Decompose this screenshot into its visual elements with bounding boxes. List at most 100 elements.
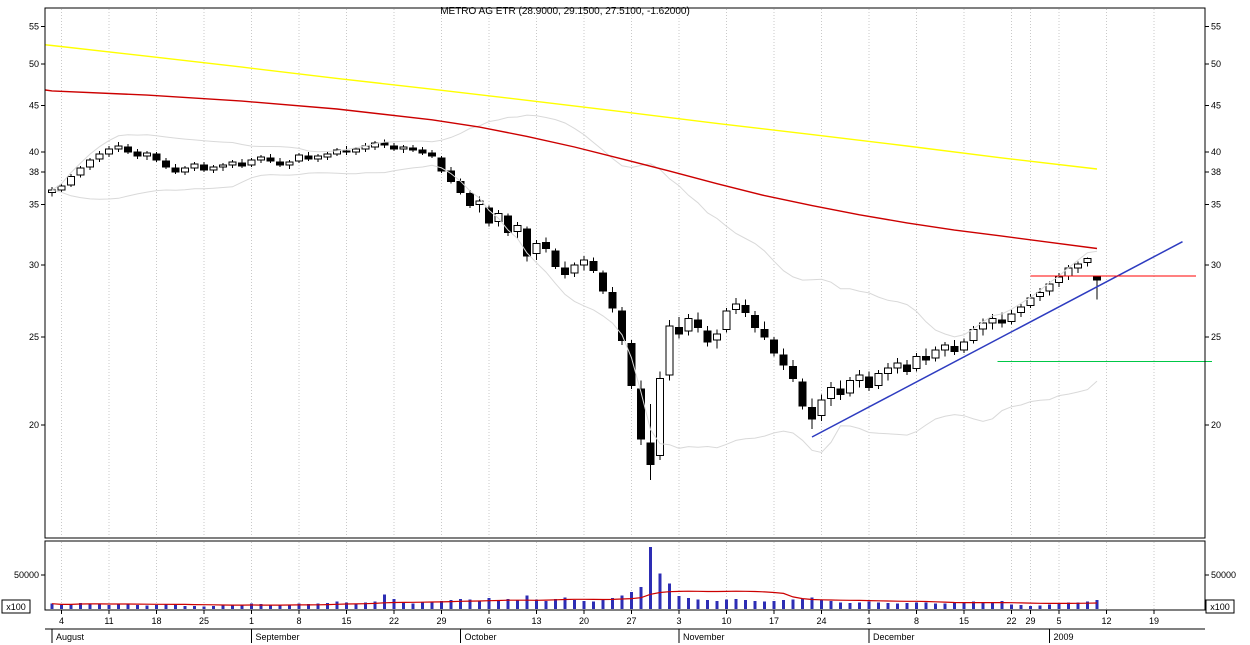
volume-bar xyxy=(345,602,348,609)
candle-up xyxy=(114,145,123,150)
candle-down xyxy=(789,366,797,380)
week-label: 24 xyxy=(816,616,826,626)
candle-down xyxy=(618,310,626,341)
volume-bar xyxy=(88,603,92,609)
volume-bar xyxy=(430,602,434,609)
volume-bar xyxy=(297,603,301,609)
week-label: 12 xyxy=(1101,616,1111,626)
volume-bar xyxy=(573,600,576,609)
volume-bar xyxy=(829,600,833,609)
week-label: 22 xyxy=(1006,616,1016,626)
scale-multiplier-left: x100 xyxy=(6,602,26,612)
ma-long-line[interactable] xyxy=(45,44,1098,170)
volume-bar xyxy=(231,605,234,609)
price-axis-label: 55 xyxy=(1211,21,1221,31)
volume-bar xyxy=(50,603,54,609)
volume-bar xyxy=(440,600,443,609)
volume-bar xyxy=(164,604,168,609)
volume-axis-label-left: 50000 xyxy=(14,570,39,580)
candle-down xyxy=(760,328,769,338)
volume-bar xyxy=(791,599,795,609)
candle-up xyxy=(817,399,826,416)
volume-bar xyxy=(582,600,586,609)
volume-bar xyxy=(810,597,814,609)
week-label: 13 xyxy=(531,616,541,626)
volume-bar xyxy=(1048,604,1051,609)
month-label: August xyxy=(56,632,85,642)
volume-pane xyxy=(50,547,1099,610)
volume-bar xyxy=(136,605,139,609)
volume-bar xyxy=(183,605,187,609)
volume-bar xyxy=(364,602,367,609)
week-label: 15 xyxy=(341,616,351,626)
price-axis-label: 40 xyxy=(29,147,39,157)
candle-down xyxy=(238,162,246,167)
candle-up xyxy=(247,159,256,166)
volume-bar xyxy=(326,603,329,609)
price-axis-label: 20 xyxy=(29,420,39,430)
ma-medium-line[interactable] xyxy=(45,89,1098,250)
volume-bar xyxy=(1086,601,1089,609)
volume-bar xyxy=(288,604,291,609)
candle-down xyxy=(627,342,636,387)
candle-down xyxy=(162,160,170,168)
volume-bar xyxy=(392,598,396,609)
week-label: 4 xyxy=(59,616,64,626)
month-label: December xyxy=(873,632,915,642)
uptrend-line[interactable] xyxy=(811,241,1183,438)
candle-down xyxy=(561,267,569,276)
volume-bar xyxy=(943,603,947,609)
price-axis-label: 38 xyxy=(29,167,39,177)
week-label: 10 xyxy=(721,616,731,626)
week-label: 22 xyxy=(389,616,399,626)
candle-down xyxy=(608,291,617,309)
volume-bar xyxy=(991,603,994,609)
volume-bar xyxy=(259,604,263,609)
volume-bar xyxy=(98,604,101,609)
volume-bar xyxy=(174,604,177,610)
candle-down xyxy=(836,388,845,396)
gridlines xyxy=(61,9,1155,609)
candle-up xyxy=(713,333,721,341)
volume-bar xyxy=(478,600,481,609)
week-label: 27 xyxy=(626,616,636,626)
volume-bar xyxy=(449,600,453,609)
candle-down xyxy=(998,319,1006,324)
volume-bar xyxy=(668,583,671,609)
candle-up xyxy=(1036,291,1044,298)
volume-bar xyxy=(696,599,700,609)
candle-down xyxy=(485,207,493,224)
candle-up xyxy=(941,344,949,351)
price-axis-label: 25 xyxy=(1211,332,1221,342)
candle-up xyxy=(732,303,740,311)
candle-up xyxy=(219,164,227,168)
candle-up xyxy=(931,349,940,359)
volume-bar xyxy=(782,600,785,609)
volume-bar xyxy=(145,605,149,609)
volume-bar xyxy=(1019,605,1023,609)
volume-bar xyxy=(459,598,462,609)
price-axis-label: 20 xyxy=(1211,420,1221,430)
volume-bar xyxy=(563,597,567,609)
candle-up xyxy=(95,153,104,160)
week-label: 19 xyxy=(1149,616,1159,626)
volume-bar xyxy=(896,603,899,609)
candle-down xyxy=(779,354,788,366)
drawn-objects xyxy=(811,241,1212,438)
volume-bar xyxy=(1067,602,1070,609)
week-label: 5 xyxy=(1056,616,1061,626)
candle-up xyxy=(960,341,968,351)
month-label: September xyxy=(256,632,300,642)
scale-multiplier-badge-left xyxy=(1,599,31,614)
volume-ma-line[interactable] xyxy=(51,590,1098,606)
candle-down xyxy=(437,157,446,172)
volume-bar xyxy=(525,595,529,609)
candle-up xyxy=(323,153,332,158)
candle-up xyxy=(333,149,341,155)
candle-up xyxy=(228,161,237,166)
week-label: 29 xyxy=(436,616,446,626)
candle-down xyxy=(599,272,607,292)
candle-down xyxy=(152,153,161,161)
